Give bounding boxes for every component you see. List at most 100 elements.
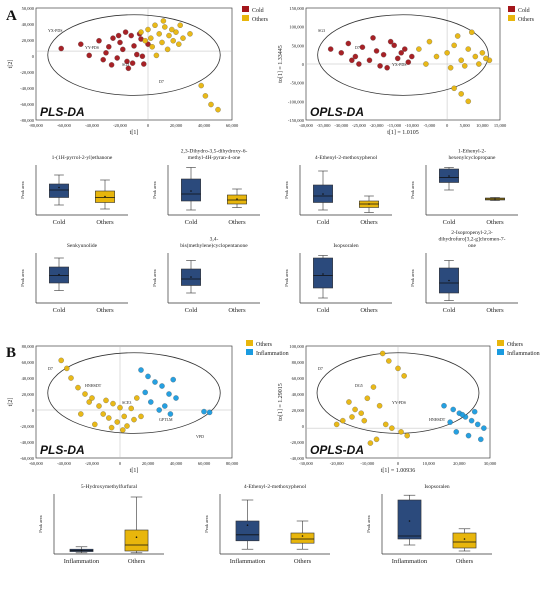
a_opls-point-cold: [380, 51, 387, 58]
a_box4-category: Cold: [443, 219, 456, 226]
a_opls-point-cold: [370, 35, 376, 41]
a_opls-point-cold: [394, 55, 401, 62]
a_box6-title: bis(methylene)cyclopentanone: [180, 242, 248, 249]
a_pls-point-cold: [86, 52, 92, 59]
a_box8-title: 2-Isopropenyl-2,3-: [451, 230, 493, 236]
a_box8-plot: Cold Others 2-Isopropenyl-2,3-dihydrofuro[…: [410, 230, 518, 314]
b_pls-point-others: [82, 391, 88, 397]
b_pls-point-inflammation: [201, 408, 207, 415]
b_pls-ytick: 60,000: [22, 360, 35, 366]
b_opls-point-others: [361, 417, 368, 424]
b_opls-point-inflammation: [474, 421, 481, 428]
a_pls-point-cold: [120, 46, 126, 53]
a_opls-xtick: -35,000: [317, 123, 332, 129]
legend-a: Cold Others: [242, 6, 269, 23]
legend-a-swatch-cold: [242, 6, 249, 12]
a_pls-annotation: SG3: [122, 62, 129, 67]
a_box1-plot: Cold Others 1-(1H-pyrrol-2-yl)ethanone Peak…: [20, 154, 128, 226]
b_pls-point-inflammation: [148, 399, 154, 405]
a_box4-mean: [494, 198, 496, 200]
panel-label-a: A: [6, 8, 17, 24]
a_pls-point-cold: [117, 39, 123, 46]
b_pls-point-others: [103, 397, 109, 404]
b_opls-xtick: -30,000: [299, 461, 314, 467]
b_opls-point-others: [367, 440, 374, 446]
a_pls-point-others: [187, 31, 193, 37]
b_pls-ytick: -40,000: [20, 440, 35, 446]
a_box7-plot: Cold Others Isopsoralen Peak area: [284, 243, 392, 314]
b_opls-point-inflammation: [441, 402, 447, 409]
a_box7-title: Isopsoralen: [333, 243, 359, 249]
b_pls-point-inflammation: [206, 409, 213, 416]
a_opls-point-others: [458, 91, 464, 97]
a_pls-annotation: YY-PDS: [85, 45, 99, 50]
a_pls-ytick: 40,000: [22, 22, 35, 28]
a_pls-point-cold: [129, 60, 136, 66]
a_box6-ylabel: Peak area: [152, 269, 157, 286]
a_pls-point-others: [198, 82, 204, 89]
a_pls-title: PLS-DA: [40, 105, 85, 119]
b_opls-ytick: 80,000: [292, 360, 305, 366]
a_opls-ylabel: to[1] = 1.33445: [278, 45, 284, 83]
a_pls-point-others: [145, 26, 151, 33]
a_opls-point-cold: [391, 42, 397, 49]
b_opls-xtick: 0: [397, 461, 400, 466]
a_pls-ytick: 50,000: [22, 6, 35, 12]
b_opls-xtick: 30,000: [484, 461, 497, 467]
b_opls-point-inflammation: [447, 419, 453, 425]
b_pls-point-others: [106, 415, 112, 421]
a_opls-annotation: SG3: [318, 28, 325, 33]
a_opls-xlabel: t[1] = 1.0105: [387, 130, 419, 136]
a_box7-mean: [322, 273, 324, 275]
b_pls-ytick: 80,000: [22, 344, 35, 350]
b_pls-point-others: [124, 423, 130, 429]
b_opls-point-inflammation: [478, 436, 484, 443]
a_pls-ylabel: t[2]: [8, 60, 14, 69]
a_opls-point-cold: [373, 48, 380, 54]
a_opls-point-cold: [338, 50, 345, 56]
a_opls-ellipse: [317, 14, 489, 96]
a_pls-point-others: [149, 44, 155, 50]
b_pls-point-others: [121, 413, 127, 420]
b_pls-plot: -60,000 -40,000 -20,000 0 20,000 40,000 60,000…: [8, 344, 239, 474]
a_pls-point-others: [159, 39, 165, 46]
b_opls-point-others: [395, 365, 401, 372]
a_pls-point-cold: [58, 45, 64, 52]
legend-a2-label-cold: Cold: [518, 8, 530, 14]
a_pls-point-others: [215, 106, 221, 113]
legend-a2: Cold Others: [508, 6, 535, 23]
b_pls-ellipse: [47, 352, 221, 434]
a_box5-mean: [58, 273, 60, 276]
a_box3-ylabel: Peak area: [284, 181, 289, 198]
a_pls-point-others: [170, 37, 176, 44]
b_opls-xtick: 10,000: [422, 461, 435, 467]
b_box2-title: 4-Ethenyl-2-methoxyphenol: [244, 484, 307, 490]
a_pls-ytick: 20,000: [22, 38, 35, 44]
a_box1-box-cold: [49, 183, 69, 198]
a_opls-point-others: [451, 42, 457, 49]
a_pls-point-others: [138, 29, 144, 35]
b_pls-point-others: [86, 399, 92, 405]
b_box3-category: Inflammation: [392, 558, 428, 565]
a_pls-point-cold: [110, 35, 116, 41]
b_box3-category: Others: [456, 558, 474, 565]
b_pls-point-inflammation: [142, 389, 148, 396]
b_opls-ytick: 60,000: [292, 376, 305, 382]
b_box1-box-others: [124, 529, 149, 552]
b_pls-title: PLS-DA: [40, 443, 85, 457]
b_opls-point-inflammation: [481, 425, 487, 431]
b_pls-xtick: -60,000: [29, 461, 44, 467]
b_box1-category: Others: [128, 558, 146, 565]
a_opls-annotation: D7: [355, 45, 360, 50]
b_pls-point-others: [120, 427, 126, 433]
b_pls-annotation: HNHSDT: [85, 383, 102, 388]
a_pls-point-cold: [139, 53, 146, 59]
a_pls-point-others: [142, 37, 148, 44]
a_opls-ytick: -50,000: [290, 81, 305, 87]
a_pls-xtick: 20,000: [170, 123, 183, 129]
a_opls-xtick: -25,000: [352, 123, 367, 129]
b_pls-point-others: [128, 405, 134, 412]
a_opls-xtick: 0: [446, 123, 449, 128]
b_pls-point-others: [110, 400, 116, 407]
a_box4-category: Others: [486, 219, 504, 226]
